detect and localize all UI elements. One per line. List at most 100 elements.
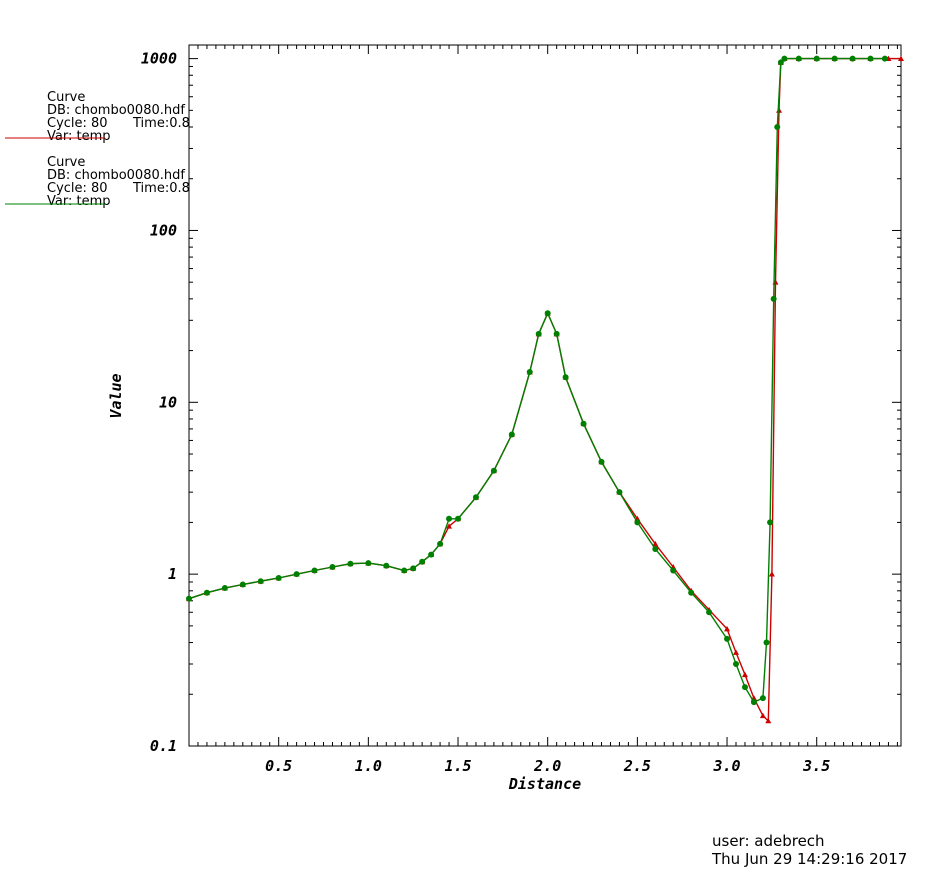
x-tick-label: 2.5 <box>623 757 651 775</box>
series-2-point <box>428 551 435 558</box>
series-2-point <box>562 374 569 381</box>
series-2-point <box>777 59 784 66</box>
x-axis-title: Distance <box>508 775 581 793</box>
axis-tick-labels: 0.5 1.0 1.5 2.0 2.5 3.0 3.5 0.1 1 10 100 1000 <box>141 50 830 775</box>
series-2-point <box>508 431 515 438</box>
legend-2-cycle: Cycle: 80 <box>47 181 108 196</box>
series-2-point <box>490 467 497 474</box>
series-1-point <box>768 571 775 577</box>
series-1-point <box>776 107 783 113</box>
series-1-point <box>765 717 772 724</box>
legend-2-title: Curve <box>47 155 85 170</box>
legend-2-time: Time:0.8 <box>132 181 190 196</box>
plot-frame <box>188 44 902 747</box>
series-1-line <box>188 57 901 723</box>
series-2-point <box>329 564 336 571</box>
series-2-point <box>275 574 282 581</box>
series-1 <box>186 55 904 724</box>
y-tick-label: 1000 <box>141 50 177 68</box>
series-2-point <box>535 330 542 337</box>
series-2-point <box>472 494 479 501</box>
series-2-point <box>867 55 874 62</box>
series-2-point <box>293 571 300 578</box>
series-2-point <box>383 562 390 569</box>
series-2-point <box>688 589 695 596</box>
series-2-point <box>616 489 623 496</box>
series-2-point <box>774 123 781 130</box>
legend-2-var: Var: temp <box>47 194 111 209</box>
series-1-point <box>733 649 740 655</box>
series-1-point <box>741 671 748 678</box>
legend-entry-1: Curve DB: chombo0080.hdf Cycle: 80 Time:… <box>5 90 190 144</box>
series-2-line <box>188 57 885 703</box>
series-1-point <box>652 540 659 547</box>
series-2 <box>186 55 888 706</box>
series-2-point <box>365 560 372 567</box>
series-2-point <box>239 581 246 588</box>
series-2-point <box>580 420 587 427</box>
series-2-point <box>419 558 426 565</box>
series-2-point <box>544 310 551 317</box>
series-2-point <box>401 567 408 574</box>
legend-1-db: DB: chombo0080.hdf <box>47 103 185 118</box>
series-2-point <box>750 699 757 706</box>
data-series <box>186 55 904 724</box>
y-tick-label: 10 <box>159 393 177 411</box>
x-tick-label: 1.0 <box>355 757 382 775</box>
series-2-point <box>733 661 740 668</box>
y-axis-title: Value <box>107 373 125 418</box>
series-2-point <box>781 55 788 62</box>
x-tick-label: 2.0 <box>533 757 561 775</box>
series-2-point <box>831 55 838 62</box>
series-2-point <box>410 565 417 572</box>
series-2-point <box>634 519 641 526</box>
y-tick-label: 0.1 <box>150 737 177 755</box>
series-2-point <box>203 589 210 596</box>
series-2-point <box>221 585 228 592</box>
series-2-point <box>347 560 354 567</box>
series-2-point <box>813 55 820 62</box>
legend-1-cycle: Cycle: 80 <box>47 116 108 131</box>
series-2-point <box>186 595 192 602</box>
series-2-point <box>849 55 856 62</box>
series-2-point <box>598 458 605 465</box>
legend-1-title: Curve <box>47 90 85 105</box>
series-2-point <box>741 684 748 691</box>
legend-1-var: Var: temp <box>47 129 111 144</box>
series-2-point <box>763 639 770 646</box>
x-tick-label: 0.5 <box>265 757 292 775</box>
series-1-point <box>446 523 453 529</box>
y-tick-label: 1 <box>168 565 177 583</box>
timestamp-label: Thu Jun 29 14:29:16 2017 <box>711 850 907 868</box>
user-label: user: adebrech <box>712 832 825 850</box>
series-2-point <box>881 55 888 62</box>
legend-entry-2: Curve DB: chombo0080.hdf Cycle: 80 Time:… <box>5 155 190 209</box>
x-tick-label: 1.5 <box>444 757 471 775</box>
series-2-point <box>706 609 713 616</box>
series-2-point <box>446 515 453 522</box>
x-tick-label: 3.0 <box>712 757 740 775</box>
x-tick-label: 3.5 <box>802 757 830 775</box>
series-2-point <box>759 695 766 702</box>
series-2-point <box>767 519 774 526</box>
series-1-point <box>724 625 731 632</box>
series-2-point <box>437 540 444 547</box>
series-2-point <box>455 515 462 522</box>
series-2-point <box>257 578 264 585</box>
series-2-point <box>795 55 802 62</box>
series-2-point <box>770 295 777 302</box>
legend: Curve DB: chombo0080.hdf Cycle: 80 Time:… <box>5 90 190 209</box>
legend-1-time: Time:0.8 <box>132 116 190 131</box>
legend-2-db: DB: chombo0080.hdf <box>47 168 185 183</box>
axis-ticks <box>189 45 901 747</box>
series-2-point <box>526 369 533 376</box>
y-tick-label: 100 <box>150 221 177 239</box>
series-2-point <box>724 635 731 642</box>
series-2-point <box>670 567 677 574</box>
series-1-point <box>759 712 766 719</box>
series-1-point <box>898 55 904 62</box>
series-2-point <box>652 546 659 553</box>
series-2-point <box>311 567 318 574</box>
series-2-point <box>553 330 560 337</box>
